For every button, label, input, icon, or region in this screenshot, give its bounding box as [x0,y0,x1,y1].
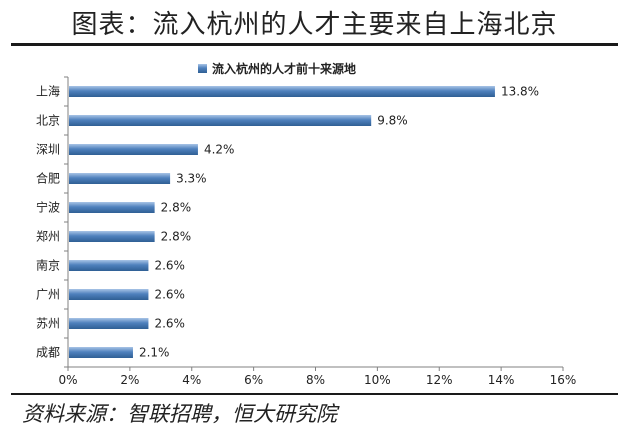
y-tick-label: 广州 [36,288,60,302]
y-tick-label: 郑州 [36,229,60,244]
y-tick-label: 宁波 [36,200,60,215]
bar [69,231,155,242]
bar-chart: 流入杭州的人才前十来源地 0% 2% 4% 6% 8% 10% 12% 14% 16% 上海 13.… [36,61,577,387]
y-tick-label: 合肥 [36,171,60,186]
bar [69,115,372,126]
bar [69,318,149,329]
x-tick-label: 12% [426,373,453,387]
x-tick-label: 8% [306,373,325,387]
bar [69,347,133,358]
bar [69,289,149,300]
data-label: 2.8% [161,230,192,244]
x-tick-label: 10% [364,373,391,387]
data-label: 2.6% [154,259,185,273]
legend-label: 流入杭州的人才前十来源地 [212,61,356,76]
chart-title: 图表：流入杭州的人才主要来自上海北京 [71,10,558,40]
legend-swatch [198,64,207,73]
bar [69,260,149,271]
x-tick-label: 16% [550,373,577,387]
y-tick-label: 北京 [36,114,60,128]
legend: 流入杭州的人才前十来源地 [198,61,356,76]
source-note: 资料来源：智联招聘，恒大研究院 [22,402,337,426]
bar [69,202,155,213]
y-tick-label: 南京 [36,258,60,273]
data-label: 3.3% [176,172,207,186]
plot-area: 0% 2% 4% 6% 8% 10% 12% 14% 16% 上海 13.8% 北京 9.8% 深圳 4.2… [36,76,577,387]
bar [69,86,495,97]
title-rule [11,43,618,46]
y-tick-label: 上海 [36,84,60,99]
data-label: 2.6% [154,317,185,331]
bar [69,144,198,155]
data-label: 9.8% [377,114,408,128]
y-tick-label: 深圳 [36,143,60,157]
x-tick-label: 6% [244,373,263,387]
y-tick-label: 成都 [36,346,60,360]
y-tick-label: 苏州 [36,317,60,331]
x-tick-label: 14% [488,373,515,387]
data-label: 2.8% [161,201,192,215]
x-tick-label: 2% [120,373,139,387]
data-label: 4.2% [204,143,235,157]
x-tick-label: 0% [58,373,77,387]
bar [69,173,171,184]
data-label: 2.6% [154,288,185,302]
x-tick-label: 4% [182,373,201,387]
data-label: 2.1% [139,346,170,360]
data-label: 13.8% [501,85,539,99]
source-rule [11,393,618,395]
